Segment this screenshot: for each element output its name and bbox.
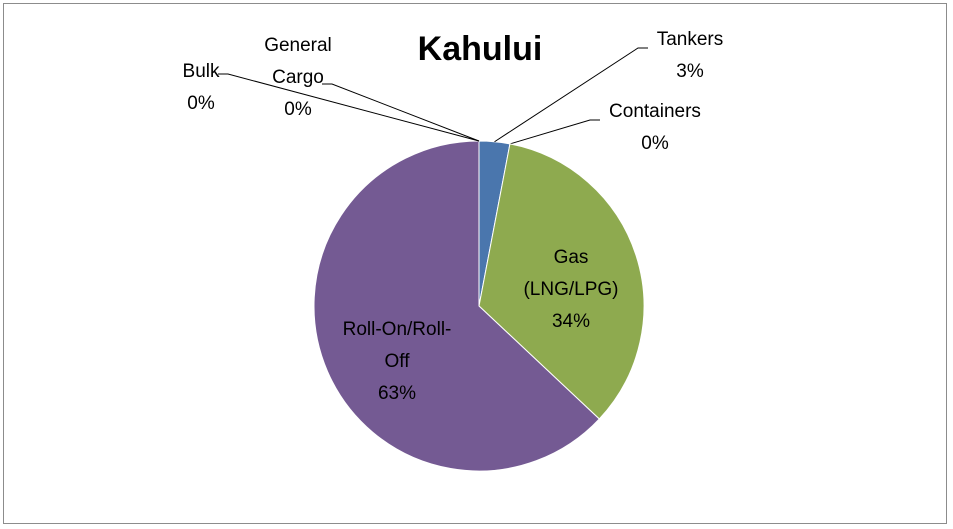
category-label: Tankers	[656, 29, 724, 50]
data-label: Roll-On/Roll-Off 63%	[332, 314, 462, 410]
pie-slice	[313, 140, 600, 472]
value-label: 0%	[187, 93, 215, 114]
category-label: Roll-On/Roll-Off	[342, 319, 452, 372]
category-label: Bulk	[182, 61, 220, 82]
value-label: 34%	[551, 311, 591, 332]
leader-line	[322, 83, 480, 142]
data-label: Tankers 3%	[635, 24, 745, 88]
value-label: 0%	[641, 133, 669, 154]
value-label: 63%	[377, 383, 417, 404]
data-label: Gas (LNG/LPG) 34%	[511, 242, 631, 338]
category-label: Containers	[609, 101, 701, 122]
chart-title: Kahului	[417, 30, 543, 68]
data-label: Containers 0%	[585, 96, 725, 160]
leader-line	[494, 47, 648, 143]
leader-line	[218, 73, 480, 142]
data-label: General Cargo 0%	[248, 30, 348, 126]
value-label: 3%	[676, 61, 704, 82]
chart-frame	[3, 3, 947, 524]
value-label: 0%	[284, 99, 312, 120]
leader-line	[509, 119, 600, 145]
category-label: Gas (LNG/LPG)	[523, 247, 619, 300]
data-label: Bulk 0%	[166, 56, 236, 120]
category-label: General Cargo	[264, 35, 332, 88]
pie-slice	[478, 143, 645, 420]
